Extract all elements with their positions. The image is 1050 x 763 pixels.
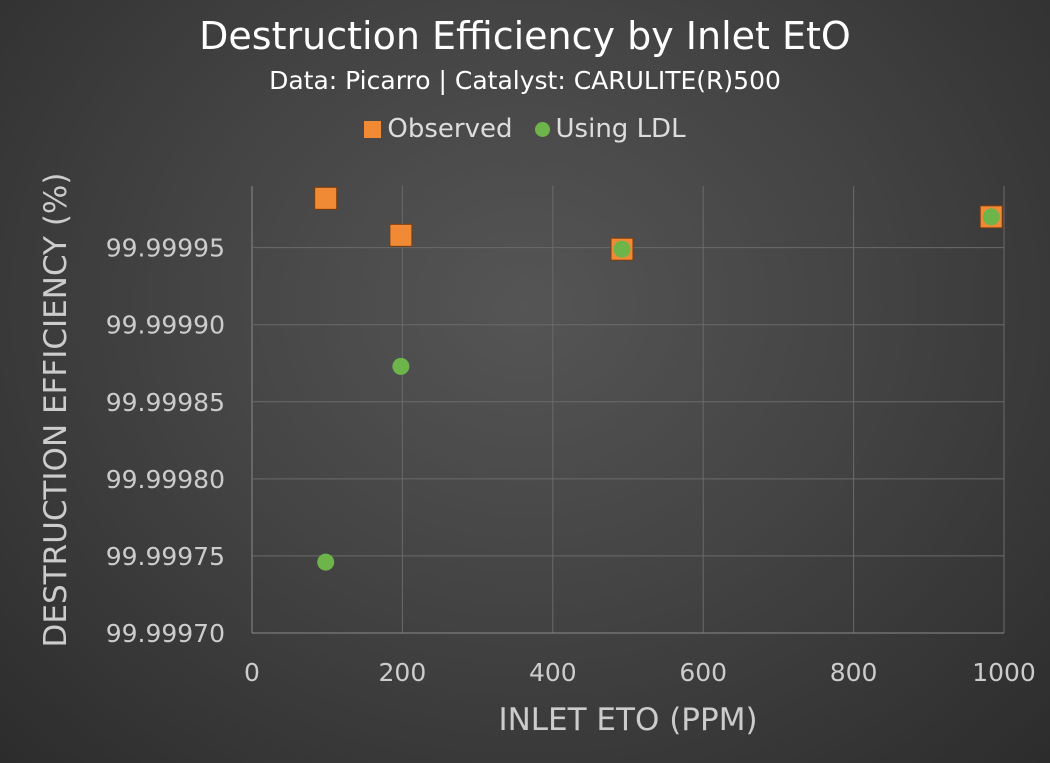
chart-title: Destruction Efficiency by Inlet EtO xyxy=(199,14,851,58)
y-tick-label: 99.99985 xyxy=(106,388,225,417)
circle-marker-icon xyxy=(534,121,550,137)
y-tick-label: 99.99995 xyxy=(106,234,225,263)
y-tick-label: 99.99970 xyxy=(106,619,225,648)
observed-point xyxy=(389,223,413,247)
y-axis-label: DESTRUCTION EFFICIENCY (%) xyxy=(38,173,74,648)
legend-item-observed: Observed xyxy=(364,114,513,144)
x-tick-label: 800 xyxy=(830,658,878,687)
x-tick-label: 200 xyxy=(379,658,427,687)
x-tick-label: 0 xyxy=(244,658,260,687)
legend-item-using-ldl: Using LDL xyxy=(534,114,686,144)
y-tick-label: 99.99975 xyxy=(106,542,225,571)
observed-point xyxy=(314,186,338,210)
y-tick-label: 99.99990 xyxy=(106,311,225,340)
x-tick-label: 400 xyxy=(529,658,577,687)
using-ldl-point xyxy=(317,553,335,571)
using-ldl-point xyxy=(392,357,410,375)
using-ldl-point xyxy=(982,208,1000,226)
legend: Observed Using LDL xyxy=(0,114,1050,144)
chart-subtitle: Data: Picarro | Catalyst: CARULITE(R)500 xyxy=(269,66,781,95)
legend-label: Using LDL xyxy=(555,114,686,144)
legend-label: Observed xyxy=(387,114,513,144)
square-marker-icon xyxy=(364,120,382,138)
x-tick-label: 600 xyxy=(679,658,727,687)
x-tick-label: 1000 xyxy=(972,658,1036,687)
y-tick-label: 99.99980 xyxy=(106,465,225,494)
using-ldl-point xyxy=(613,240,631,258)
x-axis-label: INLET ETO (PPM) xyxy=(498,702,757,738)
